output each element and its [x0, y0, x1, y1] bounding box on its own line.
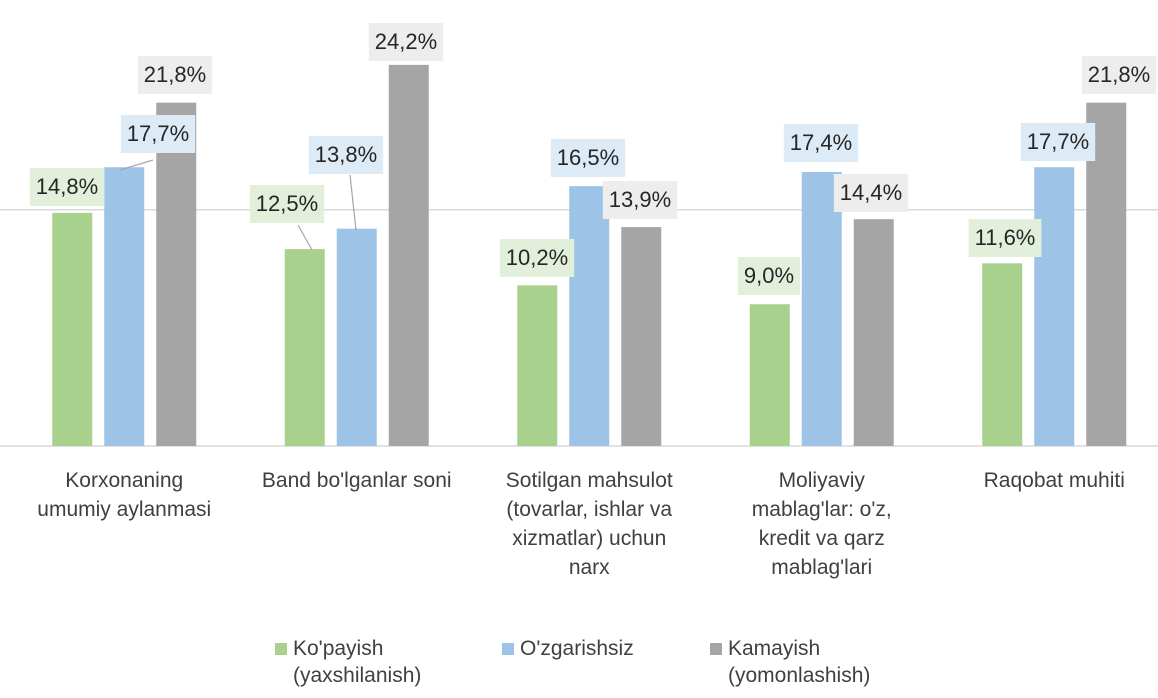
legend-item: Kamayish (yomonlashish): [710, 635, 878, 689]
legend-swatch: [710, 643, 722, 655]
data-label-text: 13,9%: [609, 187, 671, 212]
data-label: 9,0%: [737, 257, 801, 295]
bar: [104, 167, 145, 446]
data-label-box: [29, 168, 105, 206]
data-label-text: 14,4%: [840, 180, 902, 205]
leader-line: [119, 159, 154, 171]
data-label-text: 17,4%: [790, 130, 852, 155]
x-tick-label: Korxonaning umumiy aylanmasi: [37, 469, 212, 521]
data-label-text: 13,8%: [315, 142, 377, 167]
bar: [1034, 167, 1075, 446]
data-label-text: 10,2%: [506, 245, 568, 270]
bar: [621, 227, 662, 446]
x-tick-label: Moliyaviy mablag'lar: o'z, kredit va qar…: [751, 469, 892, 579]
legend-swatch: [275, 643, 287, 655]
data-label-box: [1081, 56, 1157, 94]
data-label-text: 14,8%: [36, 174, 98, 199]
legend-label: Ko'payish (yaxshilanish): [293, 637, 422, 687]
data-label-text: 21,8%: [1088, 62, 1150, 87]
bar: [336, 228, 377, 446]
bar: [52, 212, 93, 446]
data-label-box: [550, 139, 626, 177]
data-label-text: 21,8%: [144, 62, 206, 87]
bar: [801, 171, 842, 446]
data-label-box: [249, 185, 325, 223]
bar: [982, 263, 1023, 446]
data-label: 21,8%: [137, 56, 213, 94]
data-label-text: 16,5%: [557, 145, 619, 170]
data-label: 12,5%: [249, 185, 325, 223]
data-label: 17,7%: [1020, 123, 1096, 161]
legend-label: O'zgarishsiz: [520, 637, 634, 660]
data-label-box: [602, 181, 678, 219]
data-label: 16,5%: [550, 139, 626, 177]
data-label: 21,8%: [1081, 56, 1157, 94]
data-label-box: [1020, 123, 1096, 161]
bar: [569, 186, 610, 446]
data-label: 17,4%: [783, 124, 859, 162]
bar: [749, 304, 790, 446]
data-label: 13,8%: [308, 136, 384, 174]
bar: [517, 285, 558, 446]
data-label-text: 9,0%: [744, 263, 794, 288]
legend-label: Kamayish (yomonlashish): [728, 637, 871, 687]
x-tick-label: Sotilgan mahsulot (tovarlar, ishlar va x…: [505, 469, 673, 579]
data-label: 24,2%: [368, 23, 444, 61]
legend-swatch: [502, 643, 514, 655]
data-label-box: [833, 174, 909, 212]
data-label: 10,2%: [499, 239, 575, 277]
bar: [853, 219, 894, 446]
data-label: 14,4%: [833, 174, 909, 212]
data-label-box: [368, 23, 444, 61]
data-label-box: [783, 124, 859, 162]
data-label: 17,7%: [120, 115, 196, 153]
legend-item: Ko'payish (yaxshilanish): [275, 635, 443, 689]
x-tick-label: Band bo'lganlar soni: [261, 469, 452, 492]
data-label-text: 24,2%: [375, 29, 437, 54]
leader-line: [349, 174, 357, 231]
data-label: 11,6%: [968, 219, 1042, 257]
data-label-text: 17,7%: [127, 121, 189, 146]
legend-item: O'zgarishsiz: [502, 635, 710, 662]
bar: [156, 102, 197, 447]
data-label: 13,9%: [602, 181, 678, 219]
leader-line: [297, 224, 313, 251]
bar: [388, 64, 429, 446]
data-label-text: 17,7%: [1027, 129, 1089, 154]
data-label-box: [968, 219, 1042, 257]
data-label-box: [499, 239, 575, 277]
data-label-box: [120, 115, 196, 153]
data-label-box: [737, 257, 801, 295]
bar: [284, 249, 325, 446]
data-label-text: 12,5%: [256, 191, 318, 216]
data-label: 14,8%: [29, 168, 105, 206]
data-label-text: 11,6%: [975, 225, 1036, 250]
data-label-box: [137, 56, 213, 94]
x-tick-label: Raqobat muhiti: [983, 469, 1125, 492]
data-label-box: [308, 136, 384, 174]
